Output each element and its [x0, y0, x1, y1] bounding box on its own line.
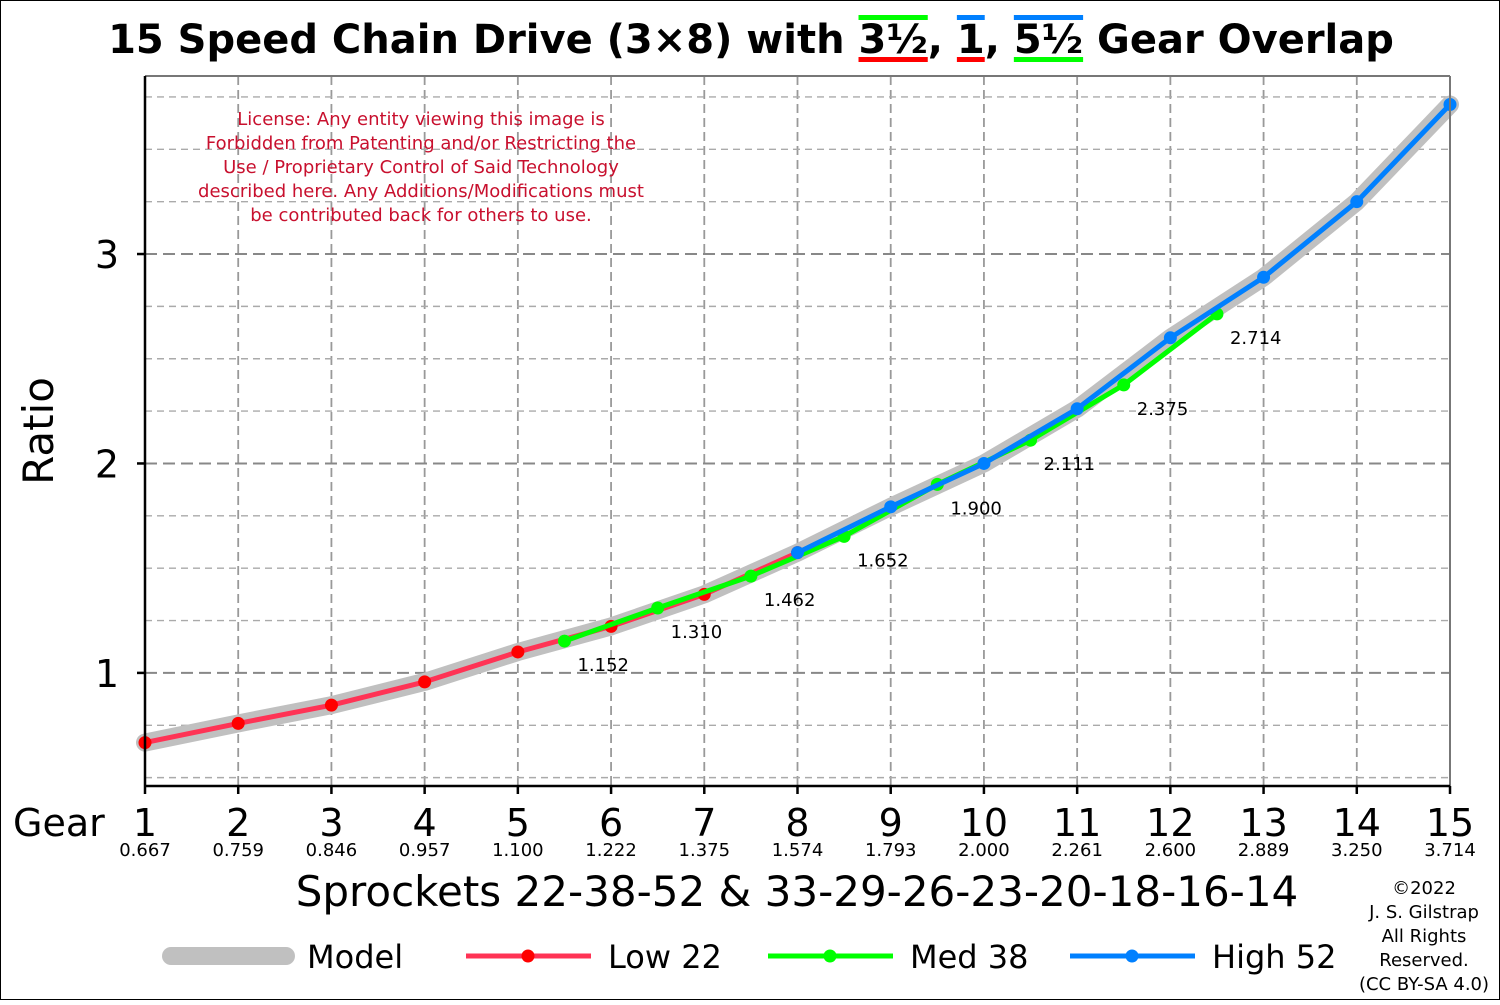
gear-ratio-label: 0.957 — [399, 840, 451, 861]
x-tick-label: 4 — [413, 801, 437, 845]
data-label: 1.310 — [671, 622, 723, 643]
series-high-52-point — [1163, 331, 1177, 345]
x-tick-label: 10 — [960, 801, 1008, 845]
data-label: 1.152 — [577, 655, 629, 676]
y-tick-label: 3 — [95, 233, 119, 277]
gear-ratio-label: 1.375 — [679, 840, 731, 861]
series-low-22-point — [511, 645, 525, 659]
overlap-overline — [1013, 15, 1084, 20]
license-note: License: Any entity viewing this image i… — [198, 109, 644, 226]
x-axis-label: Sprockets 22-38-52 & 33-29-26-23-20-18-1… — [296, 867, 1299, 916]
gear-ratio-label: 1.222 — [585, 840, 637, 861]
gear-ratio-label: 0.846 — [306, 840, 358, 861]
copyright-line: All Rights — [1382, 926, 1467, 947]
y-axis-label: Ratio — [14, 377, 63, 485]
gear-ratio-label: 2.889 — [1238, 840, 1290, 861]
x-tick-label: 9 — [879, 801, 903, 845]
x-tick-label: 15 — [1426, 801, 1474, 845]
data-label: 2.111 — [1044, 454, 1096, 475]
legend-marker — [823, 949, 837, 963]
x-tick-label: 14 — [1333, 801, 1381, 845]
overlap-underline — [1013, 57, 1084, 62]
copyright-line: ©2022 — [1392, 878, 1456, 899]
series-low-22-point — [418, 675, 432, 689]
gear-ratio-label: 2.000 — [958, 840, 1010, 861]
series-high-52-point — [791, 546, 804, 560]
series-high-52-point — [884, 500, 898, 514]
data-label: 1.462 — [764, 590, 816, 611]
series-high-52-point — [1257, 270, 1271, 284]
x-tick-label: 5 — [506, 801, 530, 845]
license-line: Use / Proprietary Control of Said Techno… — [223, 157, 619, 178]
gear-row-label: Gear — [13, 801, 105, 845]
series-med-38-point — [1117, 378, 1131, 392]
gear-ratio-label: 3.714 — [1424, 840, 1476, 861]
gear-ratio-label: 3.250 — [1331, 840, 1383, 861]
legend-label: Med 38 — [910, 938, 1029, 976]
gear-ratio-label: 1.793 — [865, 840, 917, 861]
license-line: be contributed back for others to use. — [250, 205, 592, 226]
grid — [144, 76, 1451, 786]
series-med-38-point — [557, 634, 571, 648]
overlap-high-label: 5½ — [1014, 17, 1083, 63]
data-label: 1.652 — [857, 550, 909, 571]
data-label: 1.900 — [950, 498, 1002, 519]
overlap-overline — [858, 15, 928, 20]
series-layer — [136, 95, 1459, 752]
x-tick-label: 6 — [599, 801, 623, 845]
x-tick-label: 1 — [133, 801, 157, 845]
series-high-52-point — [1350, 195, 1364, 209]
gear-ratio-label: 2.600 — [1145, 840, 1197, 861]
x-tick-label: 8 — [785, 801, 809, 845]
overlap-mid-label: 1 — [957, 17, 985, 63]
x-tick-label: 7 — [692, 801, 716, 845]
gear-ratio-label: 1.100 — [492, 840, 544, 861]
overlap-underline — [956, 57, 985, 62]
gear-ratio-label: 0.759 — [212, 840, 264, 861]
legend-marker — [1125, 949, 1139, 963]
license-line: License: Any entity viewing this image i… — [237, 109, 604, 130]
series-high-52-point — [977, 456, 991, 470]
y-tick-label: 1 — [95, 652, 119, 696]
series-high-52-point — [1070, 402, 1084, 416]
y-tick-label: 2 — [95, 442, 119, 486]
copyright-line: Reserved. — [1379, 950, 1469, 971]
legend-label: High 52 — [1212, 938, 1336, 976]
overlap-underline — [858, 57, 928, 62]
gear-ratio-label: 2.261 — [1051, 840, 1103, 861]
tick-labels: 12310.66720.75930.84640.95751.10061.2227… — [95, 233, 1476, 861]
x-tick-label: 12 — [1146, 801, 1194, 845]
x-tick-label: 2 — [226, 801, 250, 845]
title-overlap-underlines — [858, 15, 1084, 62]
data-label: 2.714 — [1230, 328, 1282, 349]
gear-ratio-label: 1.574 — [772, 840, 824, 861]
legend-label: Low 22 — [608, 938, 722, 976]
gear-ratio-label: 0.667 — [119, 840, 171, 861]
x-tick-label: 3 — [319, 801, 343, 845]
license-line: Forbidden from Patenting and/or Restrict… — [206, 133, 636, 154]
legend-marker — [521, 949, 535, 963]
chart-title: 15 Speed Chain Drive (3×8) with 3½, 1, 5… — [108, 17, 1394, 63]
overlap-low-label: 3½ — [859, 17, 928, 63]
series-low-22-point — [324, 698, 338, 712]
overlap-overline — [956, 15, 985, 20]
x-tick-label: 13 — [1239, 801, 1287, 845]
data-label: 2.375 — [1137, 399, 1189, 420]
legend: Model Low 22 Med 38 High 52 — [162, 938, 1336, 976]
copyright-note: ©2022 J. S. Gilstrap All Rights Reserved. (C… — [1359, 878, 1489, 995]
legend-model-label: Model — [307, 938, 403, 976]
copyright-line: J. S. Gilstrap — [1368, 902, 1479, 923]
series-high-52-line — [795, 102, 1453, 556]
annotations: 1.152 1.310 1.462 1.652 1.900 2.111 2.375 2.714 — [577, 328, 1281, 676]
series-low-22-point — [231, 716, 245, 730]
copyright-line: (CC BY-SA 4.0) — [1359, 974, 1489, 995]
license-line: described here. Any Additions/Modificati… — [198, 181, 644, 202]
series-med-38-point — [651, 601, 665, 615]
x-tick-label: 11 — [1053, 801, 1101, 845]
series-med-38-point — [744, 569, 758, 583]
